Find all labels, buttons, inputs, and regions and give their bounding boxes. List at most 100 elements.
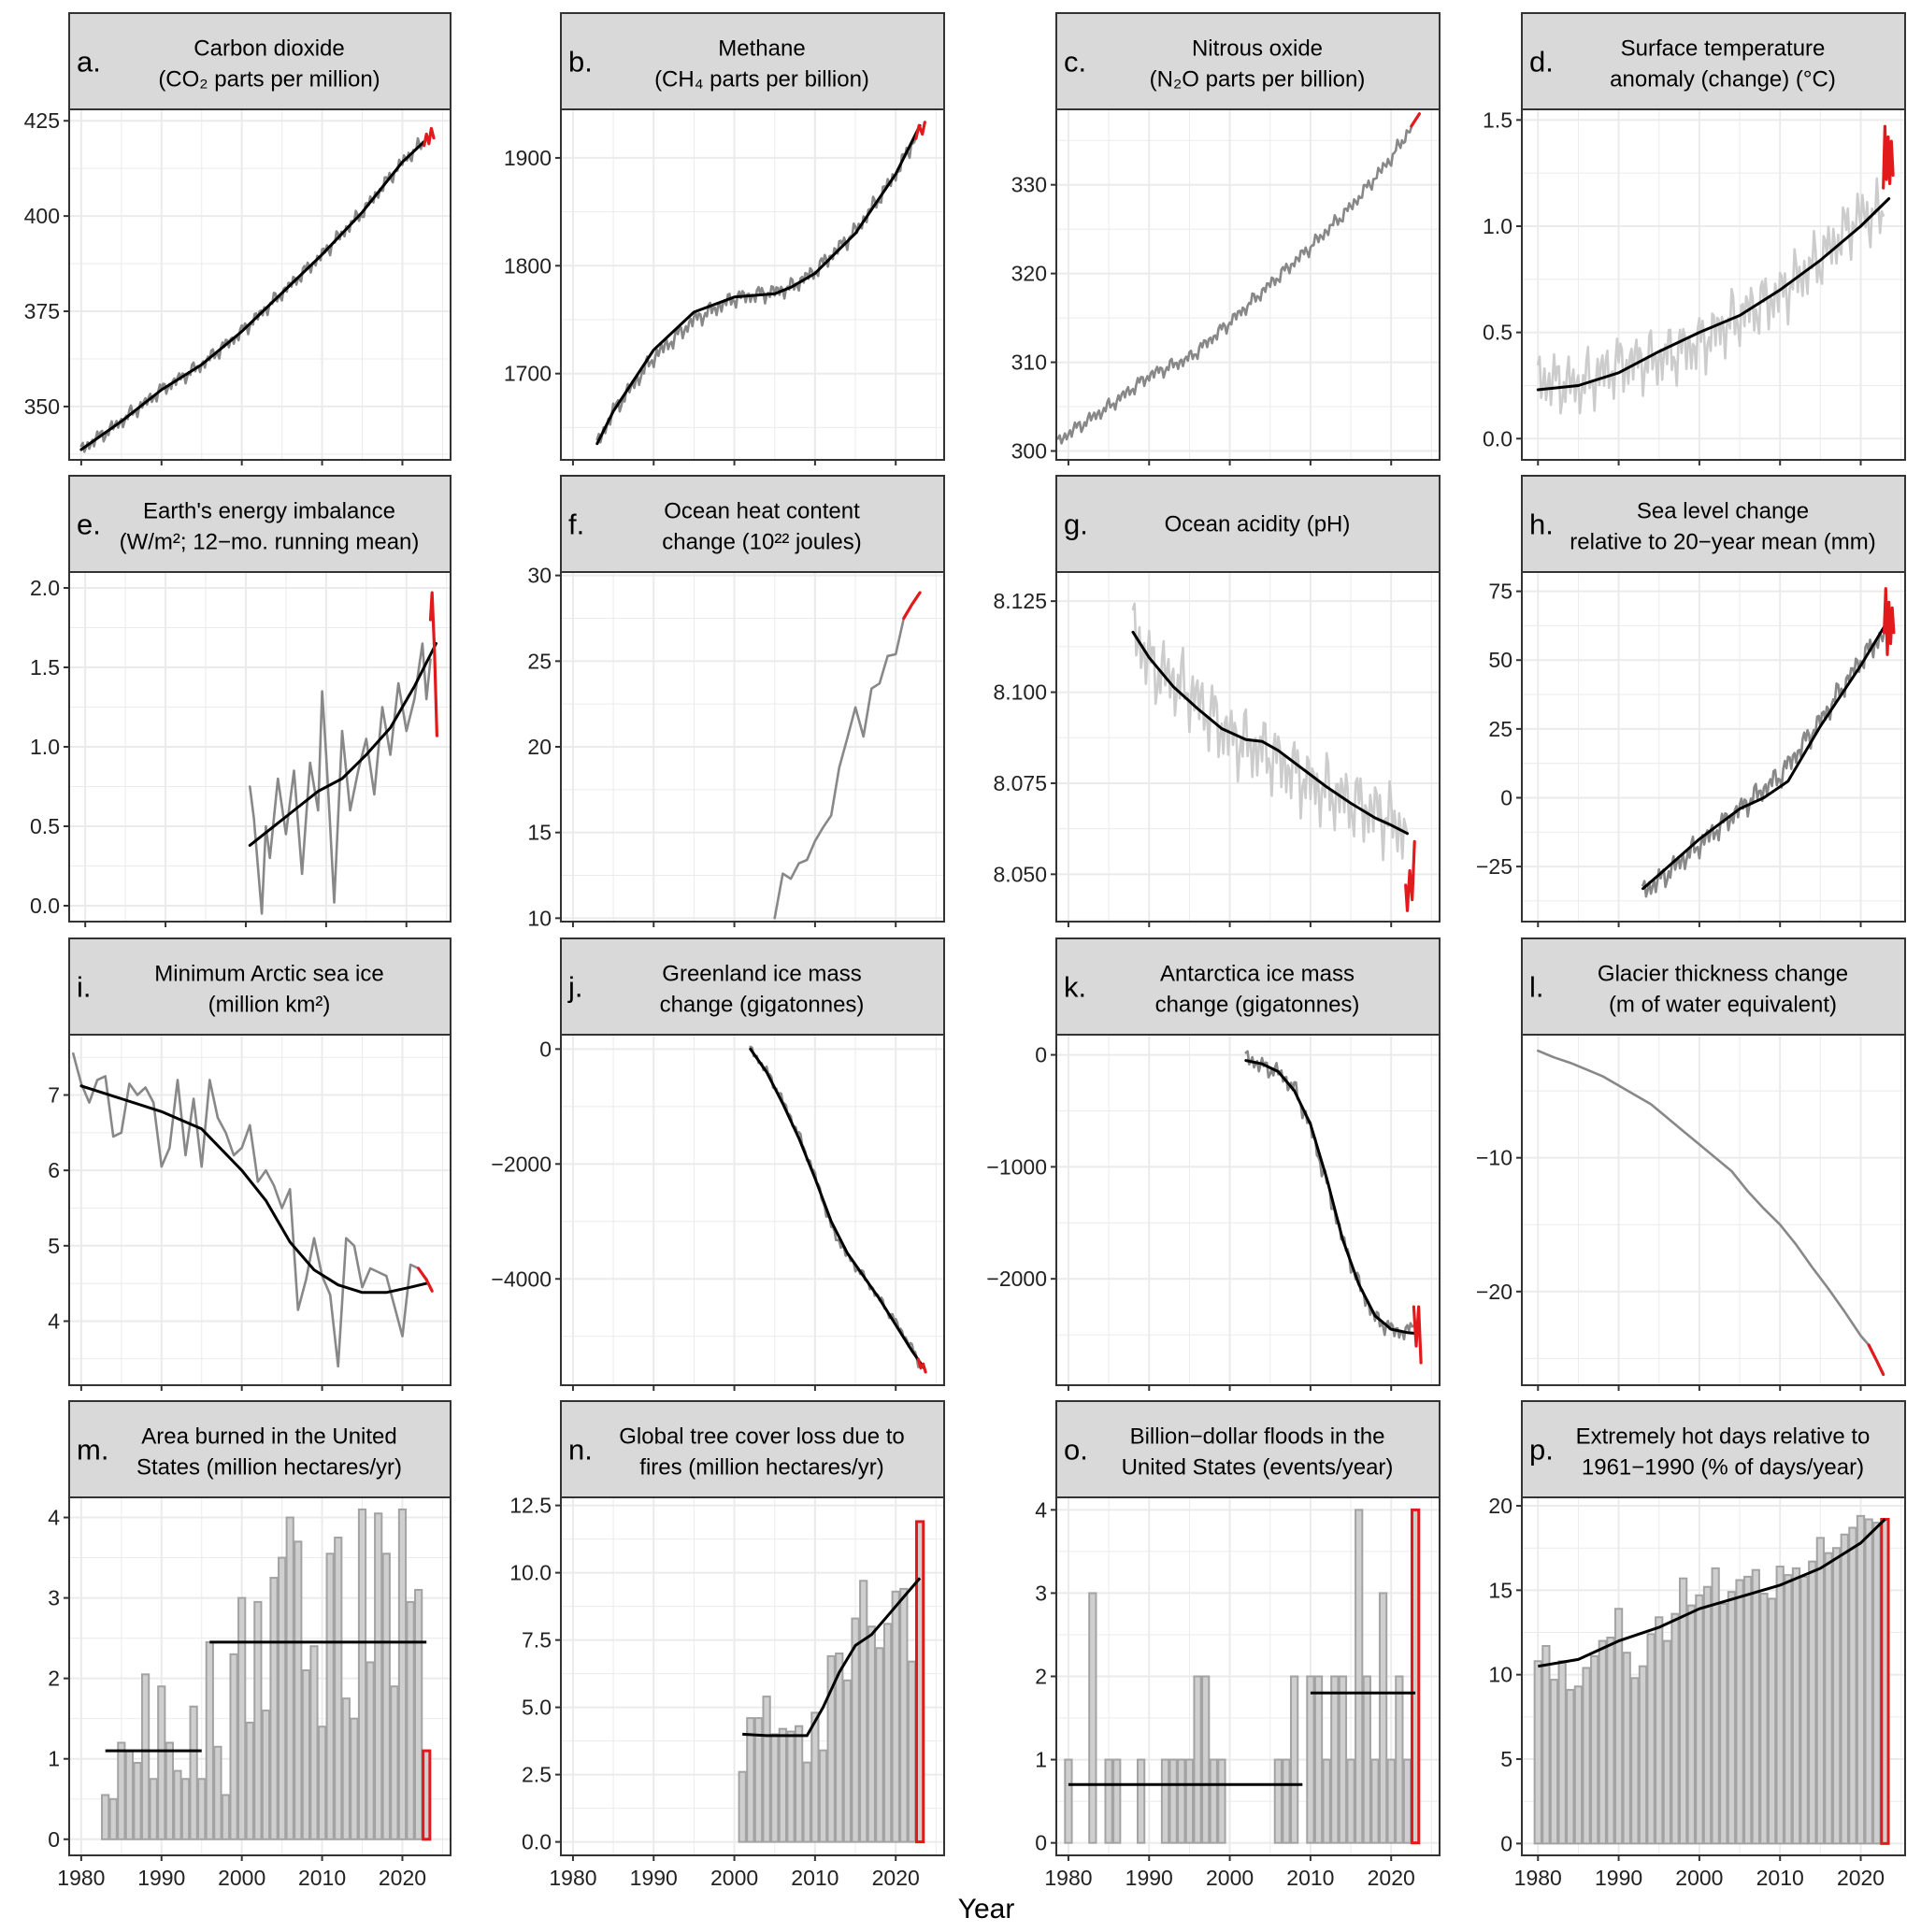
- panel-m-title-line: Area burned in the United: [141, 1424, 397, 1450]
- panel-n-title-line: Global tree cover loss due to: [619, 1424, 905, 1450]
- panel-p-y-tick-label: 15: [1488, 1578, 1512, 1602]
- panel-p-x-tick-label: 2000: [1675, 1866, 1723, 1890]
- panel-m-bar: [309, 1645, 319, 1840]
- panel-p-bar: [1791, 1567, 1801, 1845]
- panel-m-x-tick-label: 2010: [298, 1866, 346, 1890]
- panel-o-bar: [1168, 1758, 1178, 1844]
- panel-j-letter: j.: [567, 971, 583, 1004]
- panel-p-bar: [1856, 1514, 1866, 1845]
- panel-g-y-tick-label: 8.100: [993, 680, 1047, 705]
- panel-j-title-line: Greenland ice mass: [662, 962, 861, 987]
- panel-m-bar: [229, 1653, 238, 1840]
- panel-o-bar: [1370, 1758, 1380, 1844]
- panel-e-title-line: Earth's energy imbalance: [143, 499, 395, 524]
- panel-o-y-tick-label: 0: [1035, 1831, 1047, 1855]
- panel-c-y-tick-label: 330: [1011, 173, 1047, 197]
- panel-i-letter: i.: [77, 971, 92, 1004]
- panel-g-title-strip: [1055, 475, 1441, 573]
- panel-n-y-tick-label: 7.5: [522, 1628, 552, 1653]
- panel-a-title-line: Carbon dioxide: [194, 36, 344, 62]
- panel-l-series-recent: [1867, 1343, 1885, 1377]
- panel-e: e. Earth's energy imbalance (W/m²; 12−mo. …: [30, 475, 452, 927]
- panel-p-bar: [1622, 1652, 1631, 1845]
- panel-p-highlight-bar: [1880, 1517, 1890, 1845]
- panel-n-bar: [762, 1696, 771, 1843]
- panel-a-title-line: (CO₂ parts per million): [158, 67, 380, 93]
- panel-c-title-line: (N₂O parts per billion): [1150, 67, 1366, 93]
- panel-n-bar: [810, 1711, 820, 1843]
- panel-m-y-tick-label: 4: [48, 1506, 60, 1530]
- panel-j-title-strip: [560, 937, 945, 1036]
- panel-b-letter: b.: [568, 46, 593, 79]
- panel-m-bar: [133, 1762, 142, 1840]
- panel-p-bar: [1598, 1639, 1607, 1845]
- panel-h-y-tick-label: 25: [1488, 717, 1512, 741]
- panel-l-border: [1521, 1034, 1906, 1386]
- panel-p-bar: [1719, 1602, 1728, 1845]
- panel-m-bar: [124, 1750, 135, 1840]
- panel-m-x-tick-label: 1980: [57, 1866, 105, 1890]
- panel-n-bar: [753, 1717, 764, 1843]
- panel-d-letter: d.: [1529, 46, 1554, 79]
- panel-p-bar: [1541, 1644, 1551, 1845]
- panel-o-bar: [1330, 1675, 1340, 1844]
- panel-m: m. Area burned in the United States (milli…: [48, 1400, 452, 1890]
- panel-e-y-tick-label: 1.5: [30, 655, 60, 680]
- panel-n-x-tick-label: 1990: [630, 1866, 678, 1890]
- panel-n-bar: [867, 1625, 876, 1843]
- panel-n-bar: [826, 1654, 836, 1843]
- panel-m-bar: [140, 1673, 151, 1840]
- panel-f-title-strip: [560, 475, 945, 573]
- panel-l-plot-area: [1522, 1035, 1905, 1385]
- panel-e-series-trend: [248, 642, 437, 847]
- panel-p-y-tick-label: 0: [1500, 1831, 1512, 1855]
- panel-i-title-line: Minimum Arctic sea ice: [154, 962, 383, 987]
- panel-m-bar: [149, 1778, 158, 1840]
- panel-n-border: [560, 1496, 945, 1856]
- panel-f-y-tick-label: 30: [527, 564, 552, 588]
- panel-d-border: [1521, 108, 1906, 461]
- panel-a-border: [68, 108, 452, 461]
- panel-o-bar: [1338, 1675, 1348, 1844]
- panel-n-bar: [842, 1679, 853, 1843]
- panel-p-border: [1521, 1496, 1906, 1856]
- panel-f-series-raw: [773, 617, 906, 920]
- panel-p-bar: [1864, 1518, 1873, 1845]
- panel-g-y-tick-label: 8.125: [993, 589, 1047, 613]
- panel-h-title-strip: [1521, 475, 1906, 573]
- panel-g-letter: g.: [1064, 508, 1088, 541]
- panel-a-letter: a.: [77, 46, 101, 79]
- panel-n-bar: [746, 1717, 755, 1843]
- panel-o-x-tick-label: 2020: [1368, 1866, 1415, 1890]
- panel-n-bar: [802, 1761, 811, 1843]
- panel-d-title-line: anomaly (change) (°C): [1610, 67, 1836, 93]
- panel-m-bar: [108, 1797, 118, 1840]
- panel-m-bar: [350, 1717, 359, 1840]
- panel-j-title-line: change (gigatonnes): [660, 993, 865, 1018]
- panel-p-y-tick-label: 10: [1488, 1663, 1512, 1687]
- panel-k-series-trend: [1244, 1059, 1421, 1336]
- panel-c-y-tick-label: 300: [1011, 439, 1047, 464]
- panel-o-y-tick-label: 4: [1035, 1497, 1047, 1522]
- panel-m-y-tick-label: 3: [48, 1586, 60, 1610]
- panel-h-series-trend: [1641, 617, 1891, 891]
- panel-a-series-recent: [423, 126, 436, 148]
- panel-b-series-recent: [914, 121, 926, 140]
- panel-e-title-line: (W/m²; 12−mo. running mean): [120, 530, 420, 555]
- panel-p-bar: [1566, 1688, 1575, 1845]
- panel-p-bar: [1759, 1592, 1769, 1845]
- panel-p-bar: [1727, 1591, 1737, 1845]
- panel-p-bar: [1613, 1608, 1624, 1845]
- panel-m-bar: [237, 1596, 247, 1840]
- panel-o-bar: [1395, 1675, 1404, 1844]
- panel-o-bar: [1386, 1758, 1396, 1844]
- panel-h-plot-area: [1522, 572, 1905, 922]
- panel-p-x-tick-label: 2020: [1837, 1866, 1885, 1890]
- panel-a-series-trend: [79, 140, 426, 451]
- panel-g-series-recent: [1404, 839, 1416, 912]
- panel-l: l. Glacier thickness change (m of water eq…: [1476, 937, 1906, 1391]
- panel-o-bar: [1177, 1758, 1186, 1844]
- panel-i-y-tick-label: 6: [48, 1158, 60, 1182]
- panel-d-title-strip: [1521, 12, 1906, 110]
- panel-k-title-strip: [1055, 937, 1441, 1036]
